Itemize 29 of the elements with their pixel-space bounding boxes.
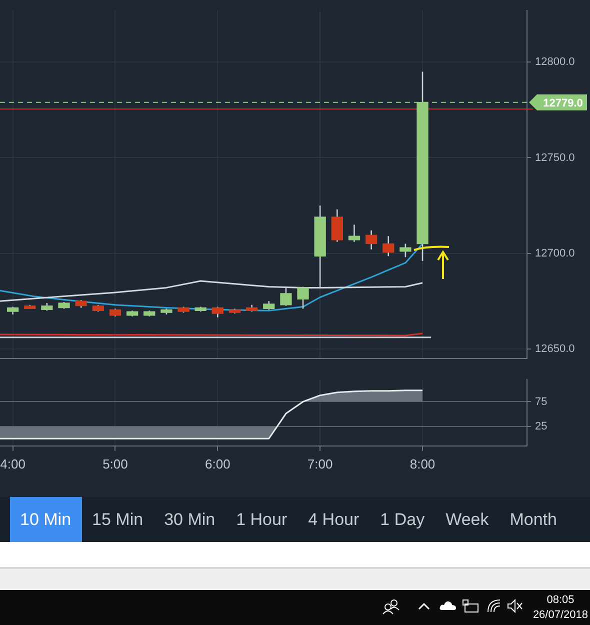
text: 1 Day [379,508,426,530]
y-tick-label: 75 [535,396,548,408]
y-tick-label: 25 [535,420,548,432]
ref-line-label: 12779.0 [543,97,583,110]
x-tick-label: 4:00 [0,456,26,472]
text: 08:05 [546,593,576,608]
y-tick-label: 12750.0 [535,152,575,164]
y-tick-label: 12800.0 [535,56,575,68]
x-tick-label: 6:00 [205,456,230,472]
candlestick [400,243,412,258]
y-tick-label: 12650.0 [535,342,575,355]
candlestick [382,235,394,257]
candlestick [212,306,224,318]
x-tick-label: 5:00 [102,456,128,472]
y-tick-label: 12700.0 [535,247,575,260]
text: 26/07/2018 [532,608,588,623]
x-tick-label: 8:00 [410,456,436,472]
text: 1 Hour [235,508,288,530]
x-tick-label: 7:00 [307,456,333,472]
candlestick [297,286,309,310]
candlestick [331,208,343,242]
candlestick [280,287,292,306]
text: 10 Min [10,497,82,542]
candlestick [365,230,378,250]
text: 30 Min [163,508,216,530]
text: 4 Hour [307,508,360,530]
text: Week [444,508,490,530]
text: Month [508,508,558,530]
text: 15 Min [91,508,144,530]
